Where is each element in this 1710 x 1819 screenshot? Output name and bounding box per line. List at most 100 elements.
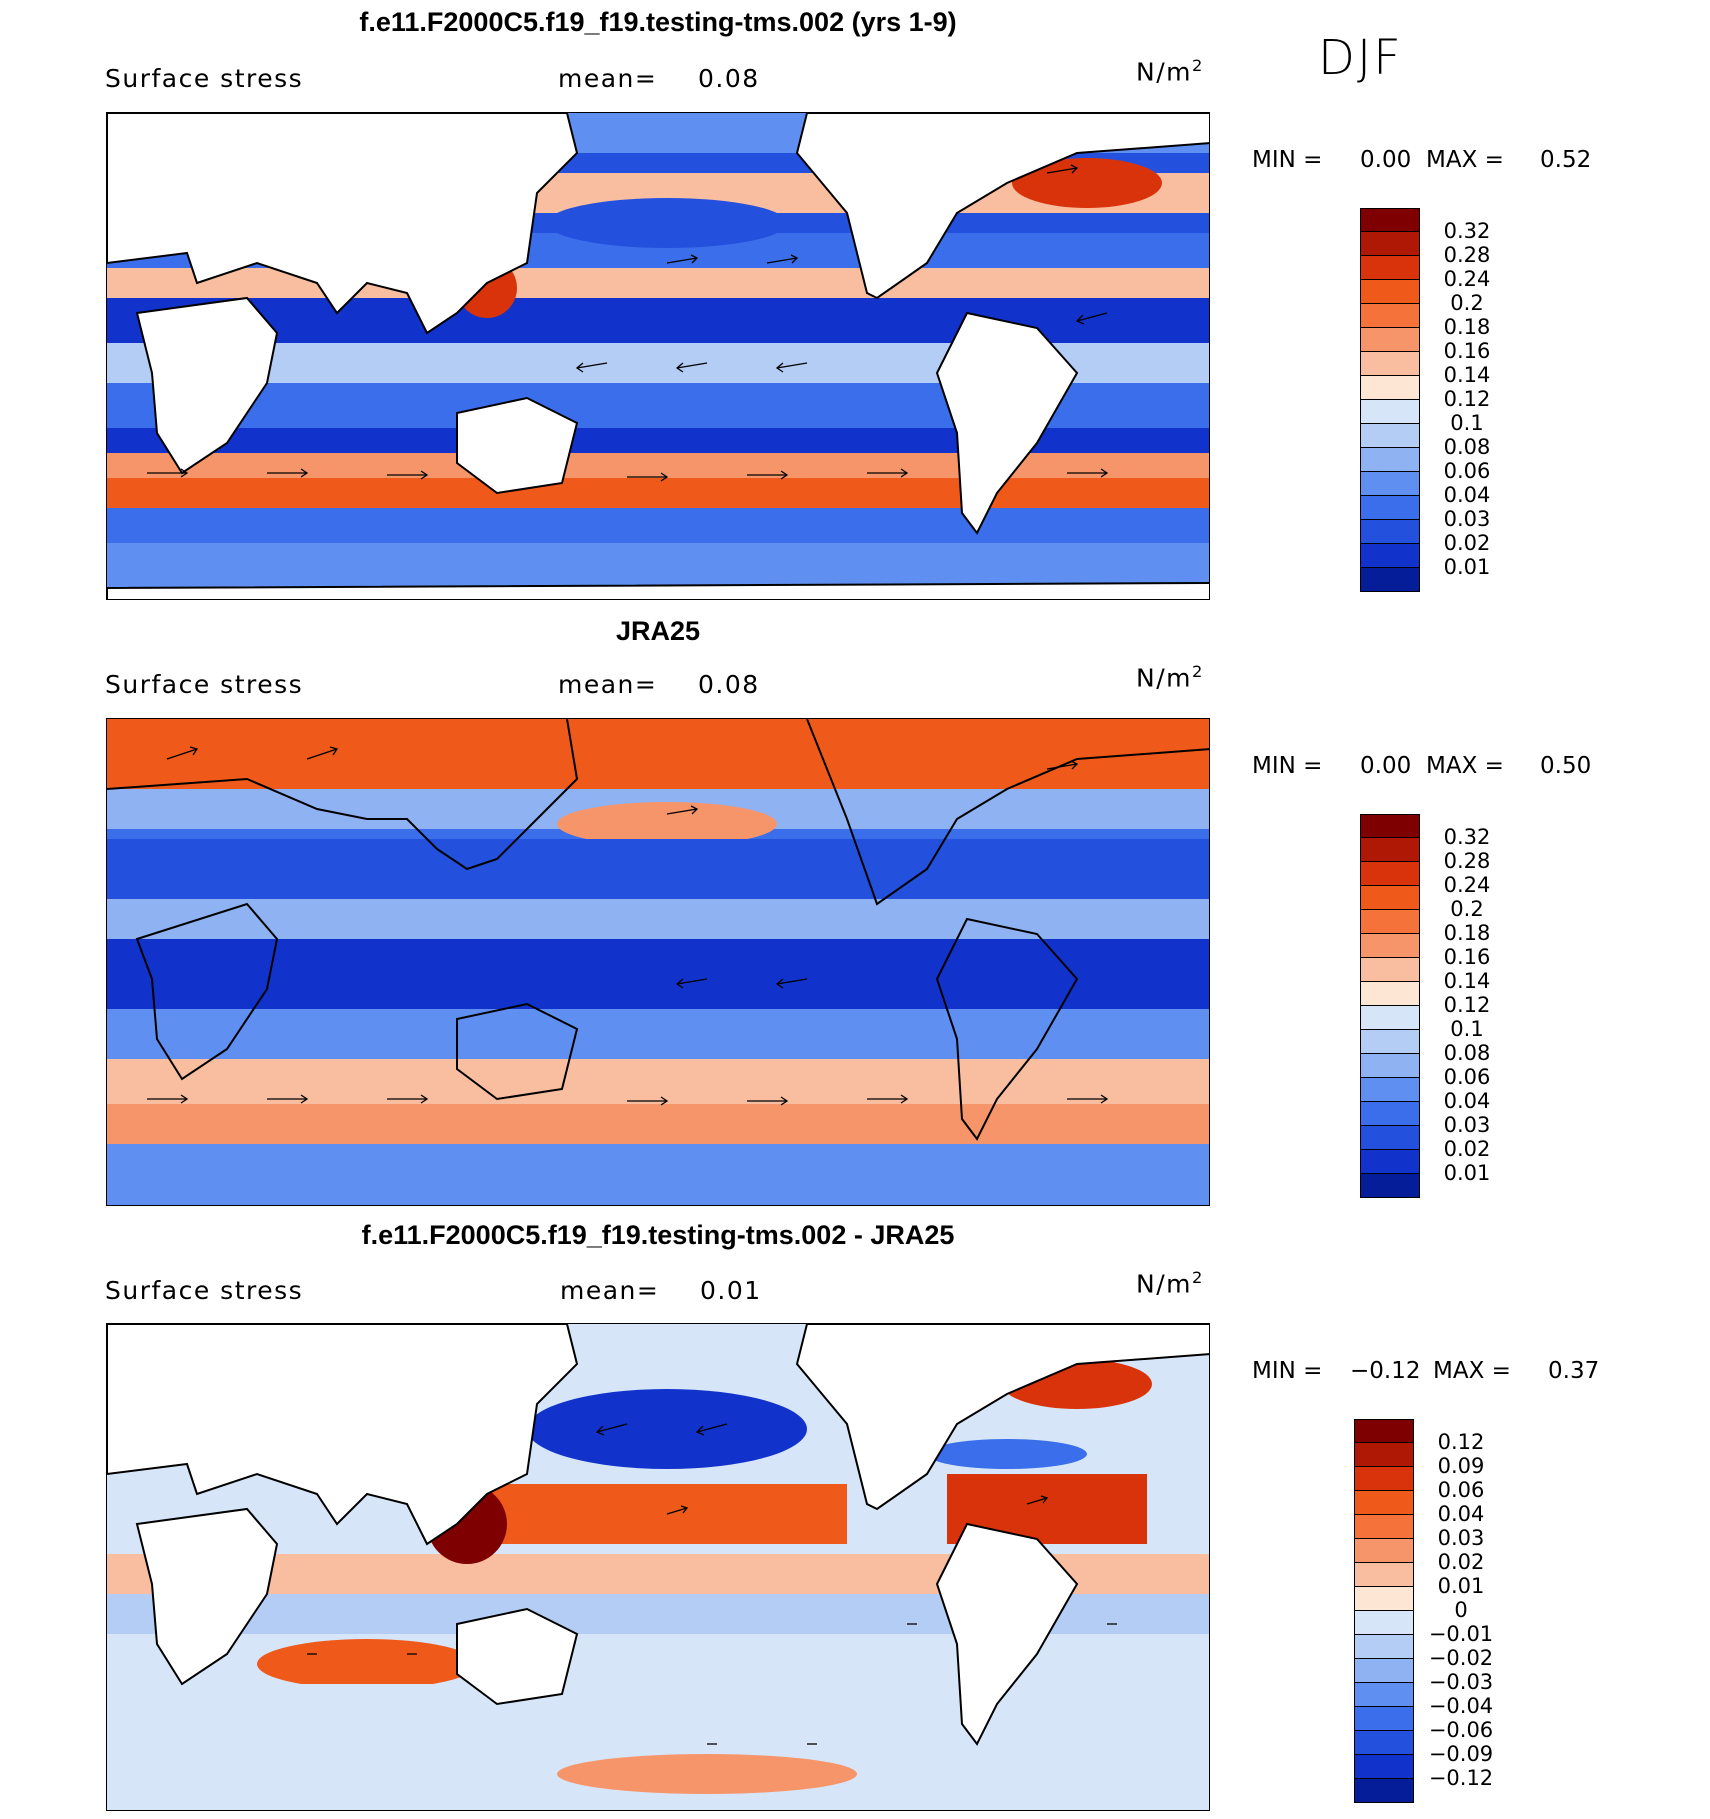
colorbar-swatch (1360, 232, 1420, 256)
colorbar-swatch (1360, 982, 1420, 1006)
colorbar-swatch (1360, 424, 1420, 448)
units-label: N/m2 (1136, 662, 1204, 693)
colorbar-tick-label: −0.09 (1428, 1742, 1494, 1766)
colorbar-swatch (1360, 328, 1420, 352)
colorbar-swatch (1354, 1491, 1414, 1515)
colorbar-tick-label: 0.12 (1437, 1430, 1485, 1454)
max-label: MAX = (1426, 753, 1504, 779)
map-model (106, 112, 1210, 600)
south-america-coast (935, 917, 1079, 1141)
colorbar-tick-label: 0.06 (1437, 1478, 1485, 1502)
max-label: MAX = (1426, 147, 1504, 173)
colorbar-swatch (1360, 1102, 1420, 1126)
colorbar-swatch (1360, 934, 1420, 958)
colorbar-tick-label: −0.01 (1428, 1622, 1494, 1646)
colorbar-swatch (1354, 1611, 1414, 1635)
wind-vectors (307, 1423, 1117, 1745)
land-masses (107, 1324, 1209, 1746)
colorbar-swatch (1360, 256, 1420, 280)
colorbar-swatch (1360, 862, 1420, 886)
colorbar-tick-label: 0.08 (1443, 435, 1491, 459)
colorbar-swatch (1360, 544, 1420, 568)
north-america-land (795, 1324, 1209, 1511)
south-america-land (935, 1522, 1079, 1746)
colorbar-swatch (1354, 1419, 1414, 1443)
colorbar-tick-label: 0.01 (1443, 555, 1491, 579)
mean-label: mean= (558, 670, 658, 699)
colorbar-swatch (1360, 1174, 1420, 1198)
panel-title: f.e11.F2000C5.f19_f19.testing-tms.002 (y… (359, 7, 957, 37)
colorbar-tick-label: 0.28 (1443, 243, 1491, 267)
colorbar-swatch (1354, 1515, 1414, 1539)
max-value: 0.37 (1548, 1358, 1600, 1384)
colorbar-swatch (1360, 472, 1420, 496)
map-obs (106, 718, 1210, 1206)
colorbar-swatch (1360, 814, 1420, 838)
eurasia-coast (107, 719, 579, 871)
colorbar-swatch (1354, 1587, 1414, 1611)
colorbar-swatch (1360, 400, 1420, 424)
max-label: MAX = (1433, 1358, 1511, 1384)
eurasia-land (107, 1324, 579, 1546)
colorbar-swatch (1354, 1755, 1414, 1779)
colorbar-tick-label: 0.32 (1443, 825, 1491, 849)
colorbar-tick-label: 0.09 (1437, 1454, 1485, 1478)
colorbar-tick-label: 0.24 (1443, 873, 1491, 897)
mean-label: mean= (558, 64, 658, 93)
stress-bands (107, 719, 1209, 1205)
africa-coast (135, 902, 279, 1081)
australia-coast (456, 1002, 579, 1101)
colorbar-tick-label: 0.04 (1443, 1089, 1491, 1113)
colorbar-swatch (1360, 1030, 1420, 1054)
colorbar-tick-label: 0.06 (1443, 459, 1491, 483)
colorbar-frame (1360, 208, 1420, 592)
colorbar-tick-label: 0.02 (1437, 1550, 1485, 1574)
antarctica-land (107, 582, 1209, 599)
colorbar-swatch (1360, 376, 1420, 400)
colorbar-swatch (1360, 958, 1420, 982)
map-diff (106, 1323, 1210, 1811)
min-label: MIN = (1252, 1358, 1323, 1384)
colorbar-tick-label: 0.32 (1443, 219, 1491, 243)
wind-vectors (147, 746, 1109, 1106)
colorbar-tick-label: 0.02 (1443, 531, 1491, 555)
colorbar-tick-label: 0.03 (1437, 1526, 1485, 1550)
south-america-land (935, 311, 1079, 535)
colorbar-tick-label: 0.16 (1443, 339, 1491, 363)
colorbar-swatch (1354, 1443, 1414, 1467)
map-obs-svg (107, 719, 1209, 1205)
units-label: N/m2 (1136, 1268, 1204, 1299)
colorbar-swatch (1360, 910, 1420, 934)
min-value: 0.00 (1360, 753, 1412, 779)
colorbar-tick-label: 0 (1454, 1598, 1468, 1622)
africa-land (135, 296, 279, 475)
colorbar-swatch (1360, 838, 1420, 862)
colorbar-swatch (1354, 1539, 1414, 1563)
colorbar-swatch (1360, 1126, 1420, 1150)
colorbar-tick-label: −0.06 (1428, 1718, 1494, 1742)
colorbar-tick-label: 0.06 (1443, 1065, 1491, 1089)
colorbar-swatch (1360, 280, 1420, 304)
colorbar-swatch (1354, 1731, 1414, 1755)
colorbar-swatch (1360, 208, 1420, 232)
colorbar-tick-label: 0.28 (1443, 849, 1491, 873)
colorbar-tick-label: 0.1 (1450, 411, 1484, 435)
panel-title: JRA25 (615, 616, 701, 646)
max-value: 0.52 (1540, 147, 1592, 173)
colorbar-swatch (1360, 496, 1420, 520)
variable-label: Surface stress (105, 1276, 304, 1305)
panel-title: f.e11.F2000C5.f19_f19.testing-tms.002 - … (361, 1220, 955, 1250)
colorbar-tick-label: 0.04 (1443, 483, 1491, 507)
colorbar-tick-label: 0.01 (1443, 1161, 1491, 1185)
colorbar-swatch (1354, 1563, 1414, 1587)
colorbar-swatch (1360, 1054, 1420, 1078)
mean-label: mean= (560, 1276, 660, 1305)
colorbar-swatch (1354, 1635, 1414, 1659)
colorbar-tick-label: 0.18 (1443, 921, 1491, 945)
colorbar-swatch (1360, 448, 1420, 472)
map-diff-svg (107, 1324, 1209, 1810)
colorbar-swatch (1354, 1659, 1414, 1683)
colorbar-swatch (1360, 1078, 1420, 1102)
mean-value: 0.08 (698, 64, 760, 93)
colorbar-swatch (1360, 520, 1420, 544)
